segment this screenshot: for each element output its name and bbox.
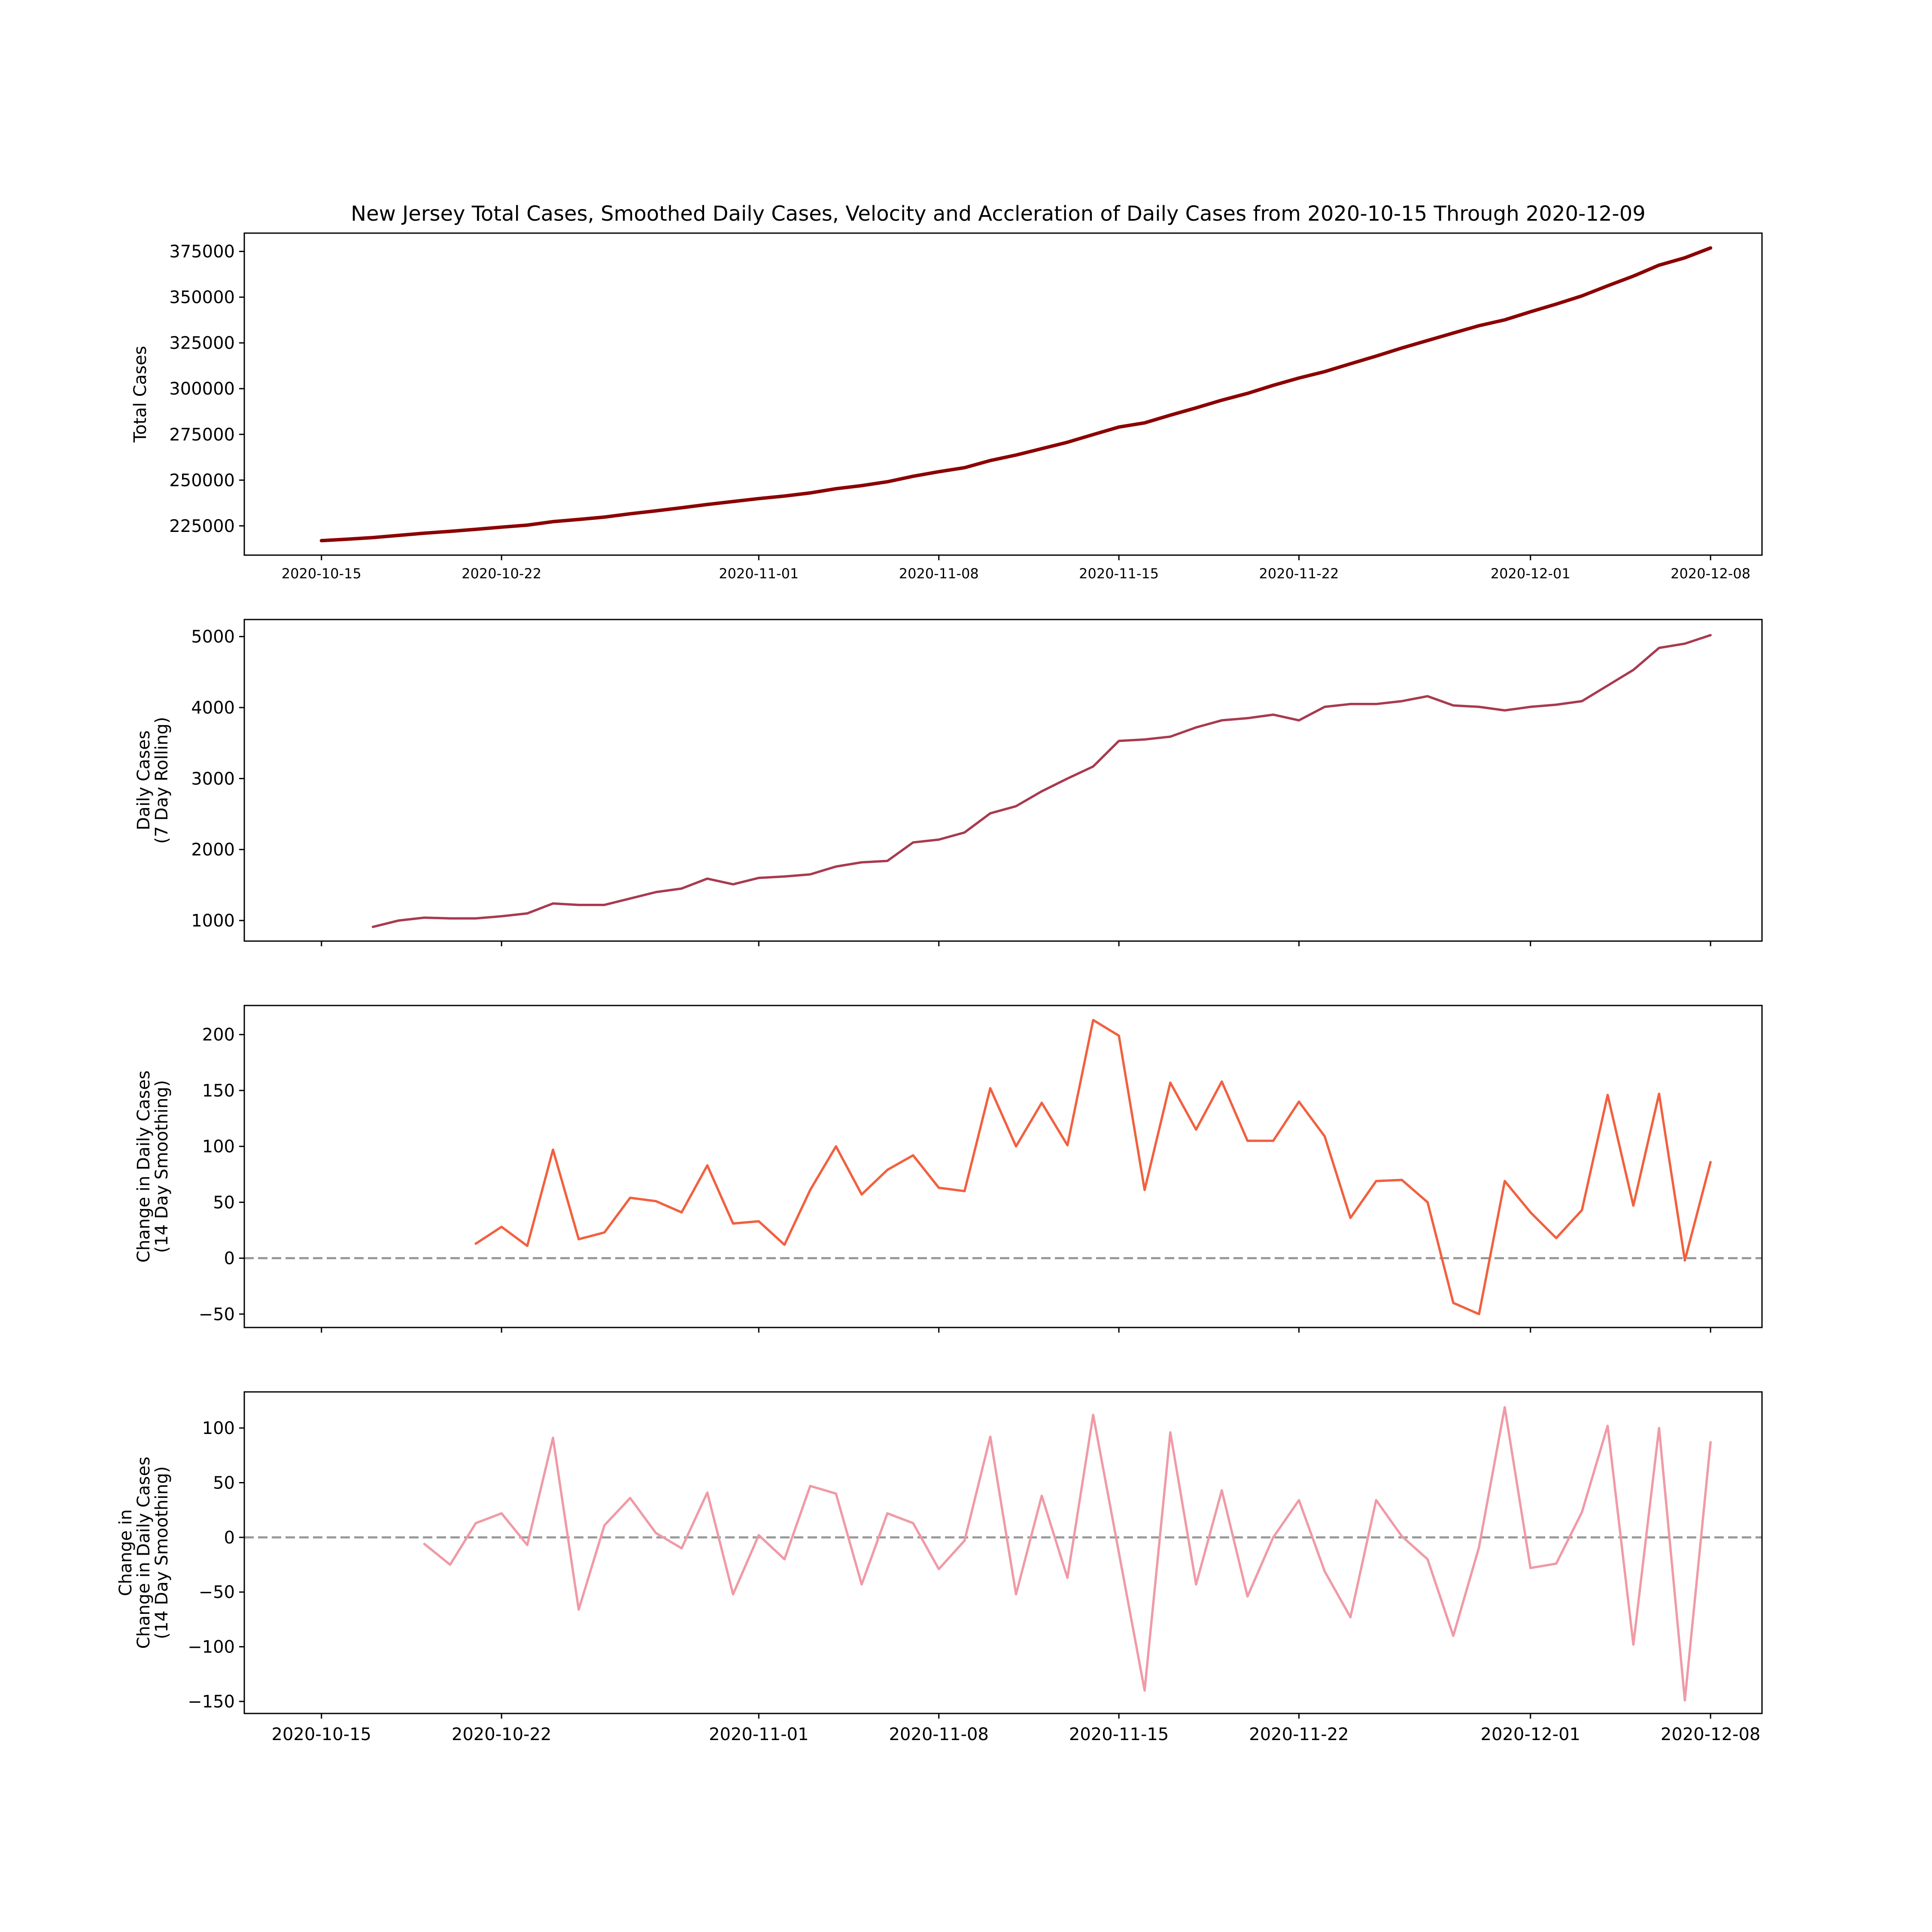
daily-cases-y-tick-label: 4000 xyxy=(191,698,235,718)
daily-cases-y-axis-label: Daily Cases xyxy=(134,730,154,830)
total-cases-y-tick-label: 375000 xyxy=(169,242,235,262)
velocity-axes-frame xyxy=(243,1005,1763,1328)
figure-title: New Jersey Total Cases, Smoothed Daily C… xyxy=(351,202,1646,226)
acceleration-x-tick-label: 2020-12-08 xyxy=(1661,1725,1760,1744)
total-cases-y-axis-label: Total Cases xyxy=(131,346,150,443)
acceleration-x-tick-label: 2020-10-15 xyxy=(272,1725,371,1744)
velocity-y-tick-label: 0 xyxy=(224,1249,235,1269)
total-cases-x-tick-label: 2020-11-08 xyxy=(899,565,979,582)
acceleration-x-tick-label: 2020-12-01 xyxy=(1481,1725,1580,1744)
velocity-y-tick-label: 200 xyxy=(202,1025,235,1045)
acceleration-x-tick-label: 2020-11-22 xyxy=(1249,1725,1349,1744)
acceleration-x-tick-label: 2020-11-01 xyxy=(709,1725,808,1744)
panel-daily-cases: 1000 2000 3000 4000 5000 Daily Cases(7 Day Ro… xyxy=(134,619,1763,946)
velocity-y-tick-label: −50 xyxy=(199,1305,235,1324)
acceleration-y-tick-label: 50 xyxy=(213,1473,235,1493)
total-cases-x-tick-label: 2020-11-22 xyxy=(1259,565,1339,582)
acceleration-y-tick-label: 0 xyxy=(224,1528,235,1548)
total-cases-y-tick-label: 300000 xyxy=(169,379,235,399)
acceleration-axes-frame xyxy=(243,1391,1763,1714)
total-cases-y-tick-label: 250000 xyxy=(169,471,235,490)
acceleration-y-tick-label: −100 xyxy=(188,1637,235,1657)
acceleration-x-tick-label: 2020-11-08 xyxy=(889,1725,988,1744)
velocity-y-tick-label: 50 xyxy=(213,1193,235,1212)
daily-cases-y-tick-label: 3000 xyxy=(191,769,235,789)
total-cases-x-tick-label: 2020-12-01 xyxy=(1491,565,1571,582)
total-cases-y-tick-label: 225000 xyxy=(169,516,235,536)
acceleration-x-tick-label: 2020-11-15 xyxy=(1069,1725,1169,1744)
daily-cases-y-tick-label: 5000 xyxy=(191,627,235,647)
acceleration-y-tick-label: 100 xyxy=(202,1419,235,1438)
total-cases-x-tick-label: 2020-11-01 xyxy=(719,565,799,582)
acceleration-x-tick-label: 2020-10-22 xyxy=(452,1725,551,1744)
acceleration-y-tick-label: −150 xyxy=(188,1692,235,1712)
panel-velocity: −50 0 50 100 150 200 Change in Daily Cases(14 … xyxy=(134,1005,1763,1333)
velocity-y-tick-label: 100 xyxy=(202,1137,235,1157)
acceleration-y-axis-label: (14 Day Smoothing) xyxy=(152,1466,172,1639)
daily-cases-y-axis-label: (7 Day Rolling) xyxy=(152,717,172,844)
acceleration-series-line xyxy=(423,1406,1712,1702)
panel-acceleration: −150 −100 −50 0 50 100 2020-10-15 2020-10-22 202… xyxy=(116,1391,1763,1744)
acceleration-y-tick-label: −50 xyxy=(199,1583,235,1602)
total-cases-y-tick-label: 350000 xyxy=(169,288,235,307)
panel-total-cases: 225000 250000 275000 300000 325000 350000 3750… xyxy=(131,232,1763,582)
daily-cases-y-tick-label: 1000 xyxy=(191,911,235,931)
total-cases-x-tick-label: 2020-10-22 xyxy=(462,565,541,582)
velocity-y-tick-label: 150 xyxy=(202,1081,235,1101)
daily-cases-axes-frame xyxy=(243,619,1763,942)
total-cases-series-line xyxy=(319,246,1713,543)
total-cases-x-tick-label: 2020-12-08 xyxy=(1671,565,1750,582)
velocity-y-axis-label: Change in Daily Cases xyxy=(134,1070,154,1263)
acceleration-y-axis-label: Change in Daily Cases xyxy=(134,1457,154,1649)
total-cases-y-tick-label: 325000 xyxy=(169,334,235,353)
total-cases-x-tick-label: 2020-11-15 xyxy=(1079,565,1159,582)
total-cases-axes-frame xyxy=(243,232,1763,556)
total-cases-y-tick-label: 275000 xyxy=(169,425,235,445)
velocity-y-axis-label: (14 Day Smoothing) xyxy=(152,1080,172,1253)
daily-cases-y-tick-label: 2000 xyxy=(191,840,235,860)
acceleration-y-axis-label: Change in xyxy=(116,1509,136,1596)
daily-cases-series-line xyxy=(371,634,1712,928)
velocity-series-line xyxy=(474,1019,1712,1315)
total-cases-x-tick-label: 2020-10-15 xyxy=(282,565,361,582)
